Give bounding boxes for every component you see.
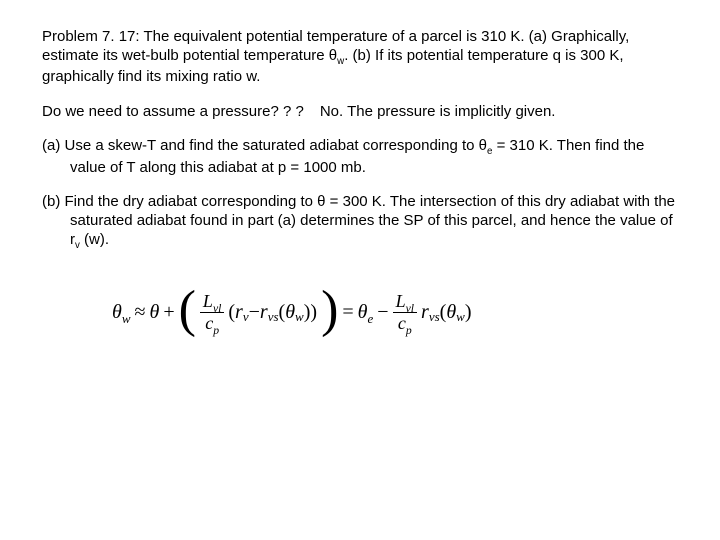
f-L1: L (203, 291, 213, 311)
f-c1-sub: p (213, 324, 219, 337)
formula: θw ≈ θ + ( Lvl cp ( rv − rvs (θw) ) ) = … (42, 292, 678, 333)
pressure-question: Do we need to assume a pressure? ? ? (42, 103, 304, 122)
problem-statement: Problem 7. 17: The equivalent potential … (42, 28, 678, 87)
part-b-label: (b) (42, 193, 60, 210)
f-inner-theta: θ (285, 300, 295, 325)
frac-lvl-cp-1: Lvl cp (200, 292, 224, 333)
f-theta-e-sub: e (368, 311, 374, 326)
f-rv: r (235, 300, 243, 325)
f-theta: θ (149, 300, 159, 325)
f-theta-w: θ (112, 301, 122, 323)
f-approx: ≈ (135, 300, 146, 325)
f-inner-minus: − (249, 300, 260, 325)
part-b-text-1: Find the dry adiabat corresponding to θ … (65, 193, 676, 248)
f-L1-sub: vl (213, 302, 221, 315)
f-rhs-minus: − (377, 300, 388, 325)
f-L2: L (396, 291, 406, 311)
f-rhs-theta-w: θ (446, 300, 456, 325)
f-eq: = (342, 300, 353, 325)
f-rhs-theta-w-sub: w (456, 309, 465, 325)
f-rhs-rvs-sub: vs (429, 309, 440, 325)
f-inner-theta-sub: w (295, 309, 304, 325)
part-b: (b) Find the dry adiabat corresponding t… (42, 193, 678, 252)
part-b-text-2: (w). (80, 231, 109, 248)
frac-lvl-cp-2: Lvl cp (393, 292, 417, 333)
pressure-answer: No. The pressure is implicitly given. (320, 103, 556, 122)
part-a-text-1: Use a skew-T and find the saturated adia… (65, 137, 487, 154)
f-theta-w-sub: w (122, 311, 131, 326)
f-rvs: r (260, 300, 268, 325)
f-rvs-sub: vs (268, 309, 279, 325)
f-c2-sub: p (406, 324, 412, 337)
f-rv-sub: v (243, 309, 249, 325)
part-a-label: (a) (42, 137, 60, 154)
pressure-question-row: Do we need to assume a pressure? ? ? No.… (42, 103, 678, 122)
f-c2: c (398, 313, 406, 333)
f-plus: + (163, 300, 174, 325)
f-L2-sub: vl (406, 302, 414, 315)
part-a: (a) Use a skew-T and find the saturated … (42, 137, 678, 177)
f-rhs-rvs: r (421, 300, 429, 325)
f-theta-e: θ (358, 301, 368, 323)
